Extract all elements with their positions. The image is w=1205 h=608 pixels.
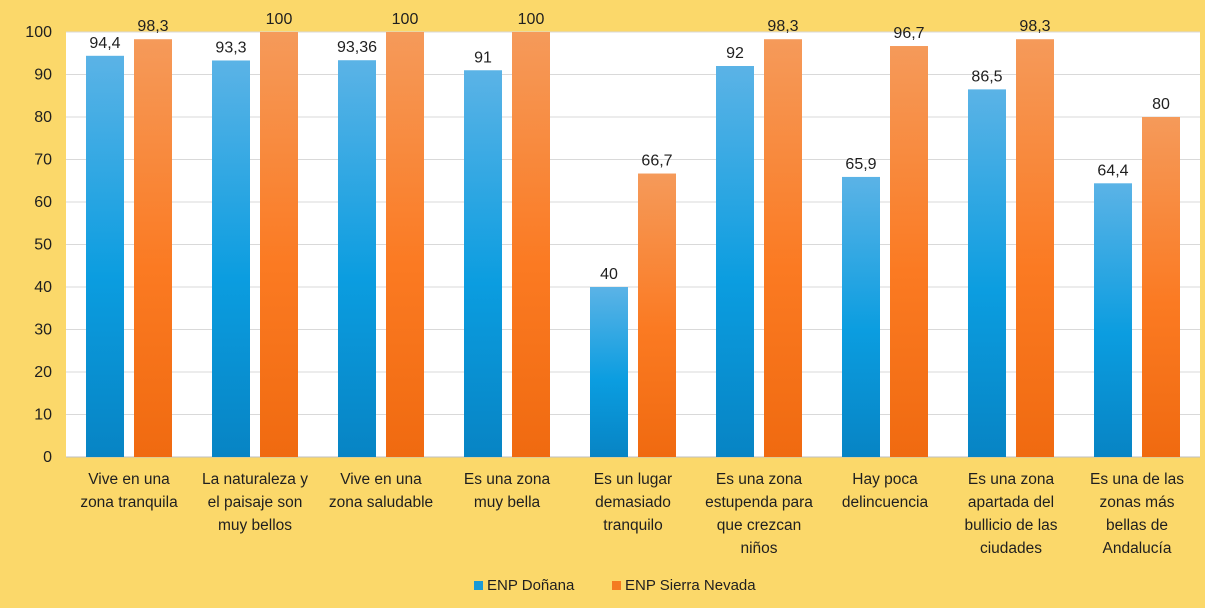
y-tick-label: 80 <box>34 109 52 126</box>
category-label: Es una zona <box>716 471 803 488</box>
y-tick-label: 10 <box>34 407 52 424</box>
data-label: 40 <box>600 266 618 283</box>
bar-donana <box>1094 183 1132 458</box>
data-label: 93,36 <box>337 39 377 56</box>
data-label: 96,7 <box>893 25 924 42</box>
data-label: 100 <box>518 11 545 28</box>
y-tick-label: 40 <box>34 279 52 296</box>
category-label: bullicio de las <box>964 517 1057 534</box>
data-label: 86,5 <box>971 68 1002 85</box>
y-tick-label: 20 <box>34 364 52 381</box>
y-tick-label: 100 <box>25 24 52 41</box>
legend: ENP Doñana ENP Sierra Nevada <box>474 577 756 594</box>
category-label: apartada del <box>968 494 1054 511</box>
data-label: 66,7 <box>641 153 672 170</box>
bar-donana <box>590 287 628 457</box>
category-label: zona tranquila <box>80 494 178 511</box>
legend-swatch <box>474 581 483 590</box>
y-tick-label: 50 <box>34 237 52 254</box>
category-label: muy bella <box>474 494 541 511</box>
y-axis-tick-labels: 0 10 20 30 40 50 60 70 80 90 100 <box>25 24 52 466</box>
data-label: 98,3 <box>137 18 168 35</box>
bar-donana <box>968 89 1006 457</box>
category-label: Es una de las <box>1090 471 1184 488</box>
bar-sierra-nevada <box>134 39 172 457</box>
data-label: 98,3 <box>1019 18 1050 35</box>
bar-sierra-nevada <box>1142 117 1180 457</box>
y-tick-label: 0 <box>43 449 52 466</box>
data-label: 80 <box>1152 96 1170 113</box>
y-tick-label: 90 <box>34 67 52 84</box>
bar-sierra-nevada <box>890 46 928 458</box>
bar-sierra-nevada <box>512 32 550 457</box>
category-label: estupenda para <box>705 494 813 511</box>
data-label: 64,4 <box>1097 162 1128 179</box>
category-label: Vive en una <box>340 471 422 488</box>
bar-sierra-nevada <box>764 39 802 457</box>
bar-donana <box>86 55 124 458</box>
legend-label: ENP Sierra Nevada <box>625 577 756 594</box>
category-label: zona saludable <box>329 494 433 511</box>
bar-donana <box>842 176 880 458</box>
category-label: Es una zona <box>968 471 1055 488</box>
data-label: 93,3 <box>215 39 246 56</box>
bar-sierra-nevada <box>386 32 424 457</box>
category-label: Es un lugar <box>594 471 672 488</box>
data-label: 92 <box>726 45 744 62</box>
y-tick-label: 60 <box>34 194 52 211</box>
x-axis-category-labels: Vive en una zona tranquila La naturaleza y… <box>80 471 1184 557</box>
category-label: Es una zona <box>464 471 551 488</box>
category-label: niños <box>740 540 777 557</box>
data-label: 98,3 <box>767 18 798 35</box>
category-label: el paisaje son <box>208 494 303 511</box>
category-label: bellas de <box>1106 517 1168 534</box>
category-label: zonas más <box>1100 494 1175 511</box>
category-label: demasiado <box>595 494 671 511</box>
data-label: 100 <box>266 11 293 28</box>
legend-swatch <box>612 581 621 590</box>
category-label: Andalucía <box>1103 540 1172 557</box>
gridlines <box>66 31 1200 458</box>
category-label: Vive en una <box>88 471 170 488</box>
category-label: muy bellos <box>218 517 292 534</box>
data-label: 65,9 <box>845 156 876 173</box>
bar-sierra-nevada <box>1016 39 1054 457</box>
category-label: La naturaleza y <box>202 471 308 488</box>
data-label: 91 <box>474 49 492 66</box>
bar-donana <box>212 60 250 457</box>
bar-sierra-nevada <box>260 32 298 457</box>
y-tick-label: 30 <box>34 322 52 339</box>
data-label: 94,4 <box>89 35 120 52</box>
bar-sierra-nevada <box>638 173 676 457</box>
bar-donana <box>338 60 376 457</box>
y-tick-label: 70 <box>34 152 52 169</box>
category-label: ciudades <box>980 540 1042 557</box>
bar-donana <box>464 70 502 457</box>
category-label: Hay poca <box>852 471 918 488</box>
category-label: que crezcan <box>717 517 801 534</box>
bars: 94,4 93,3 93,36 91 40 92 65,9 86,5 64,4 98,3 100 10… <box>86 11 1180 458</box>
data-label: 100 <box>392 11 419 28</box>
bar-donana <box>716 66 754 457</box>
legend-label: ENP Doñana <box>487 577 575 594</box>
category-label: tranquilo <box>603 517 662 534</box>
category-label: delincuencia <box>842 494 929 511</box>
